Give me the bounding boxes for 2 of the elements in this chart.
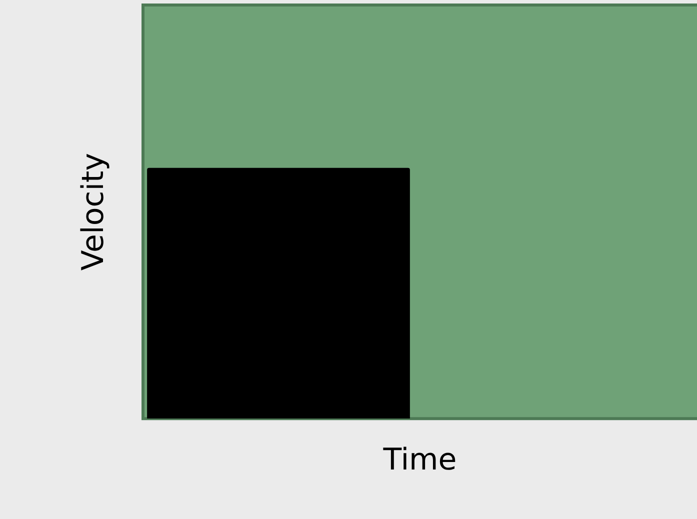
x-axis-title: Time (382, 442, 457, 478)
y-axis-title: Velocity (76, 152, 111, 271)
